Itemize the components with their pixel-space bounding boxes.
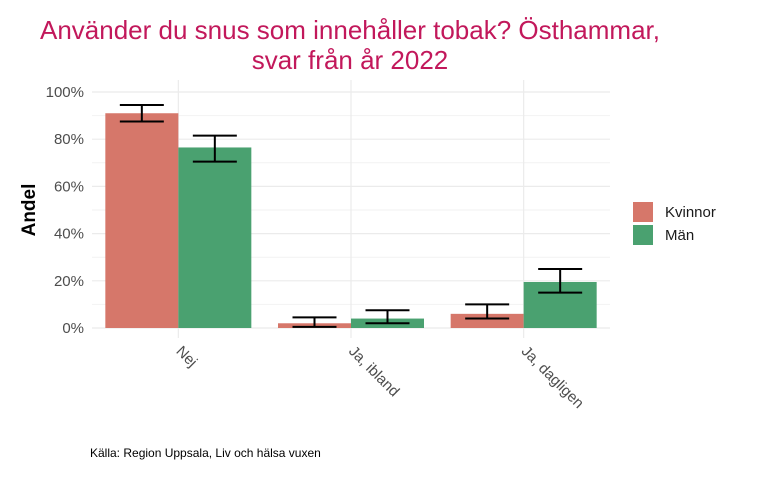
x-tick-label: Nej [173, 343, 201, 371]
bar-kvinnor-1 [105, 113, 179, 329]
y-axis-ticks: 0% 20% 40% 60% 80% 100% [46, 84, 84, 337]
y-tick-label: 100% [46, 84, 84, 101]
y-tick-label: 60% [54, 178, 84, 195]
y-tick-label: 0% [62, 320, 84, 337]
legend: Kvinnor Män [633, 202, 716, 245]
error-bar-kvinnor-2 [292, 316, 337, 328]
y-tick-label: 80% [54, 131, 84, 148]
chart-title-line-2: svar från år 2022 [252, 45, 449, 75]
chart-title-line-1: Använder du snus som innehåller tobak? Ö… [40, 15, 660, 45]
x-tick-label: Ja, ibland [345, 343, 402, 400]
y-tick-label: 40% [54, 226, 84, 243]
legend-label-män: Män [665, 227, 694, 244]
error-bar-män-3 [538, 268, 583, 294]
legend-label-kvinnor: Kvinnor [665, 204, 716, 221]
x-axis-ticks: Nej Ja, ibland Ja, dagligen [173, 343, 588, 412]
source-note: Källa: Region Uppsala, Liv och hälsa vux… [90, 446, 321, 460]
error-bar-kvinnor-3 [465, 303, 510, 320]
legend-swatch-män [633, 225, 653, 245]
legend-swatch-kvinnor [633, 202, 653, 222]
bars [105, 113, 597, 329]
x-tick-label: Ja, dagligen [518, 343, 587, 412]
bar-män-1 [178, 147, 252, 328]
y-tick-label: 20% [54, 273, 84, 290]
error-bar-män-1 [192, 134, 237, 163]
error-bar-män-2 [365, 309, 410, 325]
error-bars [119, 103, 583, 328]
bar-kvinnor-3 [450, 313, 524, 328]
error-bar-kvinnor-1 [119, 103, 164, 123]
y-axis-label: Andel [19, 184, 40, 237]
